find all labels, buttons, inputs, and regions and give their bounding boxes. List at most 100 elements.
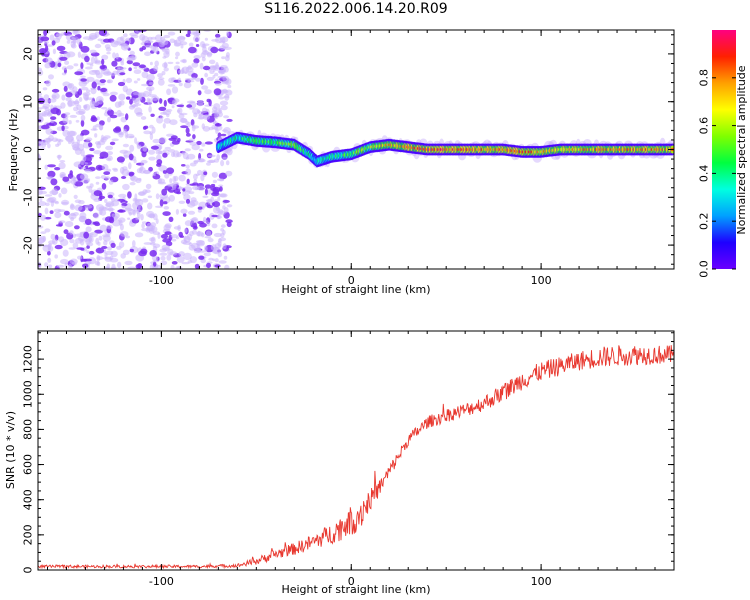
noise-point	[220, 228, 225, 232]
noise-point	[95, 181, 100, 185]
noise-point	[149, 133, 154, 140]
noise-point	[80, 114, 86, 122]
noise-point	[158, 106, 167, 111]
noise-point	[222, 205, 226, 210]
noise-point	[215, 33, 221, 38]
noise-point	[214, 72, 219, 77]
noise-point	[141, 71, 149, 79]
noise-point	[190, 119, 195, 126]
noise-point	[132, 202, 139, 210]
noise-point	[217, 178, 224, 182]
noise-point	[158, 77, 165, 80]
noise-point	[91, 81, 97, 89]
noise-point	[133, 69, 142, 74]
noise-point	[86, 185, 90, 189]
noise-point	[199, 148, 204, 152]
snr-y-tick-label: 1200	[22, 345, 35, 373]
colorbar-gradient	[712, 30, 736, 269]
noise-point	[57, 62, 62, 68]
noise-point	[163, 99, 167, 107]
noise-point	[108, 179, 114, 185]
noise-point	[73, 106, 79, 112]
noise-point	[51, 88, 60, 93]
noise-point	[39, 48, 47, 54]
noise-point	[211, 223, 218, 229]
noise-point	[119, 149, 129, 154]
noise-point	[141, 228, 150, 232]
noise-point	[94, 69, 101, 76]
noise-point	[47, 257, 52, 263]
noise-point	[57, 154, 61, 161]
noise-point	[193, 58, 200, 64]
noise-point	[85, 66, 93, 70]
noise-point	[38, 189, 43, 196]
noise-point	[166, 167, 175, 174]
noise-point	[215, 128, 219, 134]
noise-point	[128, 162, 132, 170]
noise-point	[178, 113, 185, 119]
noise-point	[183, 186, 193, 193]
noise-point	[38, 107, 43, 110]
colorbar-tick-label: 0.0	[698, 260, 711, 278]
snr-y-axis-label: SNR (10 * v/v)	[4, 411, 17, 489]
noise-point	[219, 89, 229, 94]
noise-point	[195, 44, 200, 47]
noise-point	[99, 156, 105, 159]
noise-point	[68, 120, 72, 125]
noise-point	[220, 67, 226, 75]
spectrogram-x-axis-label: Height of straight line (km)	[281, 283, 430, 296]
noise-point	[213, 103, 221, 110]
noise-point	[99, 209, 107, 216]
noise-point	[62, 117, 69, 124]
noise-point	[148, 88, 152, 96]
noise-point	[45, 57, 53, 64]
noise-point	[160, 48, 169, 51]
noise-point	[159, 199, 164, 207]
noise-point	[89, 49, 97, 54]
noise-point	[210, 196, 215, 203]
noise-point	[150, 236, 156, 244]
noise-point	[111, 60, 118, 67]
noise-point	[152, 138, 161, 144]
noise-point	[44, 137, 53, 143]
snr-y-tick-label: 1000	[22, 380, 35, 408]
noise-point	[77, 51, 81, 58]
noise-point	[202, 107, 208, 114]
noise-point	[209, 65, 215, 69]
noise-point	[178, 251, 185, 257]
noise-point	[48, 74, 54, 80]
noise-point	[151, 126, 156, 134]
noise-point	[225, 170, 233, 177]
noise-point	[206, 189, 212, 195]
noise-point	[188, 42, 194, 47]
noise-point	[60, 258, 69, 265]
noise-point	[124, 260, 133, 266]
noise-point	[164, 223, 172, 229]
noise-point	[158, 137, 167, 144]
noise-point	[75, 119, 80, 123]
noise-point	[183, 252, 192, 261]
noise-point	[44, 228, 51, 233]
noise-point	[146, 74, 155, 82]
noise-point	[118, 93, 126, 101]
snr-y-tick-label: 200	[22, 524, 35, 545]
noise-point	[140, 162, 144, 167]
noise-point	[182, 58, 187, 64]
noise-point	[135, 264, 141, 269]
noise-point	[214, 264, 221, 268]
noise-point	[159, 252, 168, 256]
noise-point	[74, 225, 80, 230]
noise-point	[38, 113, 47, 117]
noise-point	[220, 133, 227, 137]
noise-point	[118, 67, 127, 70]
noise-point	[181, 67, 185, 74]
noise-point	[76, 134, 84, 142]
noise-point	[132, 91, 140, 96]
noise-point	[192, 229, 197, 235]
noise-point	[152, 259, 160, 263]
noise-point	[149, 250, 157, 257]
noise-point	[62, 249, 69, 257]
noise-point	[45, 202, 50, 207]
noise-point	[161, 70, 166, 76]
